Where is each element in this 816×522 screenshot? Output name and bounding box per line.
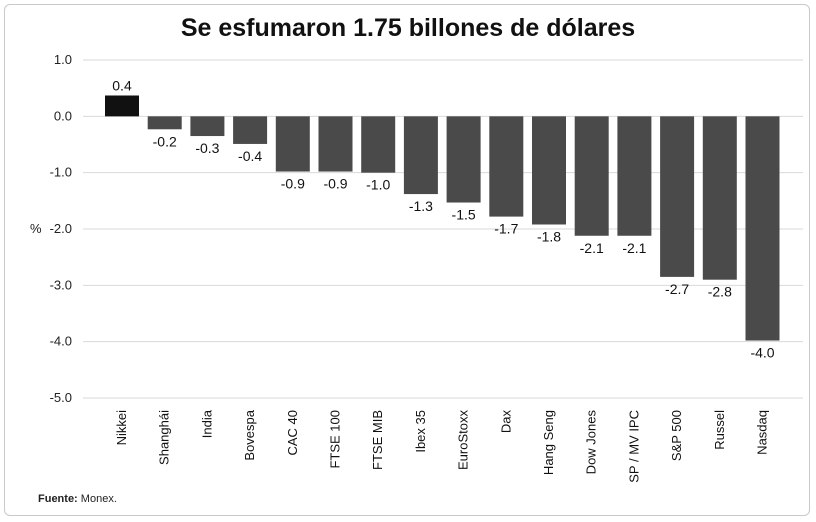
bar — [105, 95, 139, 117]
category-label: Shanghái — [157, 410, 172, 465]
bar — [275, 116, 310, 172]
category-label: CAC 40 — [285, 410, 300, 456]
y-tick-label: -1.0 — [50, 165, 72, 180]
bar — [233, 116, 268, 144]
category-label: Dax — [498, 410, 513, 434]
y-tick-label: -2.0 — [50, 221, 72, 236]
bar — [702, 116, 737, 280]
category-label: Nasdaq — [755, 410, 770, 455]
y-axis-label: % — [30, 221, 42, 236]
bar — [361, 116, 396, 173]
data-label: -1.5 — [452, 207, 476, 223]
category-label: S&P 500 — [669, 410, 684, 461]
category-label: Russel — [712, 410, 727, 450]
category-label: FTSE MIB — [370, 410, 385, 470]
bar — [660, 116, 695, 277]
data-label: -2.1 — [580, 240, 604, 256]
y-tick-label: -5.0 — [50, 390, 72, 405]
data-label: -1.8 — [537, 228, 561, 244]
y-tick-label: -4.0 — [50, 334, 72, 349]
data-label: -2.1 — [622, 240, 646, 256]
category-label: India — [199, 409, 214, 438]
data-label: -2.8 — [708, 284, 732, 300]
data-label: -1.3 — [409, 198, 433, 214]
bar — [190, 116, 225, 137]
bar — [574, 116, 609, 236]
category-label: FTSE 100 — [328, 410, 343, 469]
chart-title: Se esfumaron 1.75 billones de dólares — [180, 14, 636, 42]
category-label: EuroStoxx — [456, 410, 471, 470]
category-label: Bovespa — [242, 409, 257, 460]
category-label: Hang Seng — [541, 410, 556, 475]
category-label: Ibex 35 — [413, 410, 428, 453]
category-label: SP / MV IPC — [626, 410, 641, 483]
source-text: Monex. — [80, 493, 117, 505]
bar — [532, 116, 566, 225]
bar — [617, 116, 652, 236]
data-label: -4.0 — [750, 345, 774, 361]
data-label: -0.2 — [153, 133, 177, 149]
data-label: 0.4 — [112, 77, 132, 93]
bar — [745, 116, 780, 341]
bar — [446, 116, 481, 203]
data-label: -0.3 — [195, 140, 219, 156]
y-tick-label: -3.0 — [50, 277, 72, 292]
source-label: Fuente: — [38, 493, 78, 505]
data-label: -0.4 — [238, 148, 262, 164]
data-label: -1.0 — [366, 177, 390, 193]
data-label: -1.7 — [494, 221, 518, 237]
bar — [403, 116, 438, 195]
data-label: -0.9 — [323, 176, 347, 192]
y-tick-label: 0.0 — [54, 108, 72, 123]
y-tick-label: 1.0 — [54, 52, 72, 67]
category-label: Nikkei — [114, 410, 129, 446]
category-label: Dow Jones — [584, 410, 599, 475]
bar — [489, 116, 524, 217]
bar — [318, 116, 353, 172]
data-label: -0.9 — [281, 176, 305, 192]
bar — [147, 116, 182, 130]
data-label: -2.7 — [665, 281, 689, 297]
source-note: Fuente: Monex. — [38, 493, 117, 505]
